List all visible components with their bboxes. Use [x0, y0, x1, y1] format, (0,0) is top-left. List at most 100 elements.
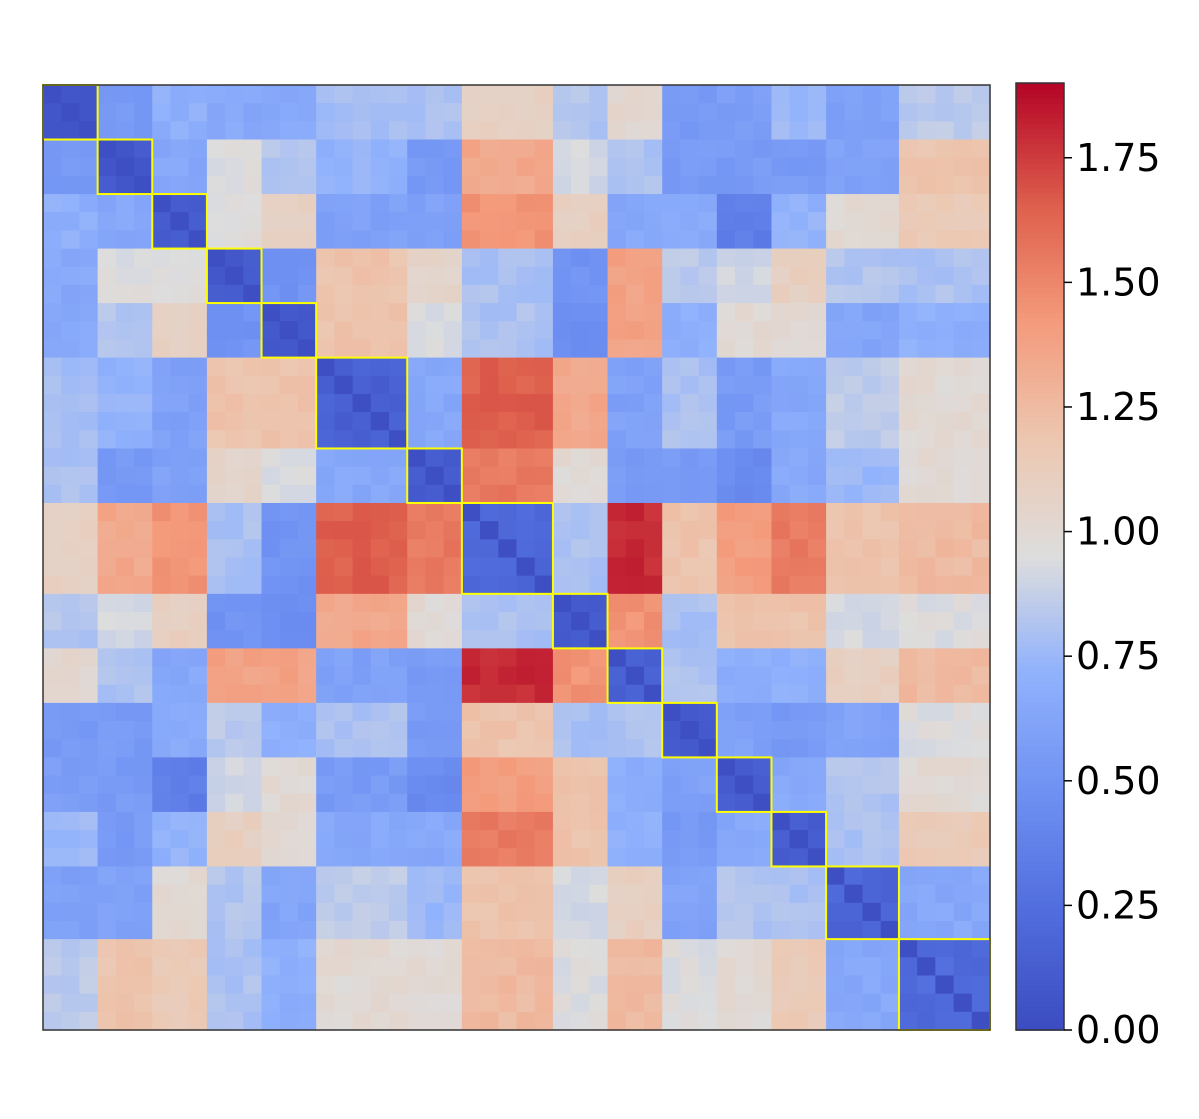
heatmap-cell	[771, 830, 791, 849]
heatmap-cell	[79, 284, 99, 304]
heatmap-cell	[352, 212, 372, 231]
heatmap-cell	[516, 375, 536, 395]
heatmap-cell	[953, 793, 973, 813]
heatmap-cell	[170, 139, 190, 159]
heatmap-cell	[115, 157, 135, 177]
heatmap-cell	[735, 848, 754, 868]
heatmap-cell	[261, 702, 281, 722]
heatmap-cell	[188, 194, 208, 213]
heatmap-cell	[516, 830, 536, 849]
heatmap-cell	[680, 175, 700, 195]
heatmap-cell	[917, 393, 936, 413]
heatmap-cell	[316, 103, 335, 122]
heatmap-cell	[571, 884, 590, 904]
heatmap-cell	[134, 866, 153, 886]
heatmap-cell	[79, 375, 99, 395]
heatmap-cell	[589, 502, 609, 522]
heatmap-cell	[917, 575, 936, 595]
heatmap-cell	[625, 811, 645, 831]
heatmap-cell	[680, 811, 700, 831]
heatmap-cell	[243, 1011, 263, 1031]
heatmap-cell	[115, 866, 135, 886]
heatmap-cell	[534, 702, 554, 722]
colorbar-segment	[1016, 362, 1064, 368]
heatmap-cell	[480, 212, 499, 231]
heatmap-cell	[134, 757, 153, 777]
heatmap-cell	[243, 194, 263, 213]
heatmap-cell	[97, 793, 117, 813]
heatmap-cell	[206, 175, 226, 195]
heatmap-cell	[917, 448, 936, 468]
heatmap-cell	[443, 593, 463, 613]
heatmap-cell	[662, 412, 681, 431]
heatmap-cell	[461, 884, 481, 904]
colorbar-segment	[1016, 501, 1064, 508]
heatmap-cell	[370, 593, 390, 613]
heatmap-cell	[134, 212, 153, 231]
heatmap-cell	[662, 557, 681, 577]
heatmap-cell	[61, 375, 81, 395]
heatmap-cell	[152, 412, 172, 431]
heatmap-cell	[917, 811, 936, 831]
heatmap-cell	[334, 884, 354, 904]
heatmap-cell	[662, 484, 681, 504]
heatmap-cell	[571, 721, 590, 740]
heatmap-cell	[807, 175, 827, 195]
heatmap-cell	[115, 284, 135, 304]
heatmap-cell	[206, 630, 226, 649]
heatmap-cell	[789, 194, 809, 213]
heatmap-cell	[807, 957, 827, 977]
heatmap-cell	[680, 902, 700, 922]
heatmap-cell	[261, 884, 281, 904]
heatmap-cell	[79, 502, 99, 522]
heatmap-cell	[389, 666, 408, 686]
heatmap-cell	[261, 375, 281, 395]
heatmap-cell	[297, 775, 317, 795]
heatmap-cell	[261, 830, 281, 849]
heatmap-cell	[188, 993, 208, 1013]
heatmap-cell	[571, 993, 590, 1013]
heatmap-cell	[389, 321, 408, 341]
heatmap-cell	[643, 339, 663, 359]
heatmap-cell	[753, 194, 773, 213]
colorbar-segment	[1016, 387, 1064, 393]
heatmap-cell	[480, 339, 499, 359]
heatmap-cell	[61, 266, 81, 286]
heatmap-cell	[115, 430, 135, 450]
heatmap-cell	[407, 321, 427, 341]
heatmap-cell	[297, 430, 317, 450]
heatmap-cell	[134, 721, 153, 740]
heatmap-cell	[188, 85, 208, 104]
heatmap-cell	[753, 85, 773, 104]
heatmap-cell	[571, 630, 590, 649]
heatmap-cell	[898, 539, 918, 559]
heatmap-cell	[862, 757, 882, 777]
heatmap-cell	[443, 303, 463, 322]
heatmap-cell	[134, 430, 153, 450]
heatmap-cell	[389, 975, 408, 995]
heatmap-cell	[389, 194, 408, 213]
heatmap-cell	[625, 357, 645, 377]
heatmap-cell	[407, 902, 427, 922]
heatmap-cell	[698, 830, 718, 849]
heatmap-cell	[407, 502, 427, 522]
heatmap-cell	[898, 775, 918, 795]
colorbar-segment	[1016, 292, 1064, 299]
heatmap-cell	[971, 502, 991, 522]
heatmap-cell	[43, 430, 62, 450]
heatmap-cell	[516, 284, 536, 304]
heatmap-cell	[971, 157, 991, 177]
heatmap-cell	[735, 521, 754, 540]
heatmap-cell	[844, 848, 864, 868]
heatmap-cell	[625, 321, 645, 341]
heatmap-cell	[735, 811, 754, 831]
heatmap-cell	[498, 121, 518, 141]
heatmap-cell	[753, 648, 773, 668]
heatmap-cell	[625, 248, 645, 268]
heatmap-cell	[662, 375, 681, 395]
heatmap-cell	[461, 303, 481, 322]
heatmap-cell	[898, 284, 918, 304]
colorbar-segment	[1016, 915, 1064, 922]
heatmap-cell	[461, 484, 481, 504]
heatmap-cell	[206, 920, 226, 940]
